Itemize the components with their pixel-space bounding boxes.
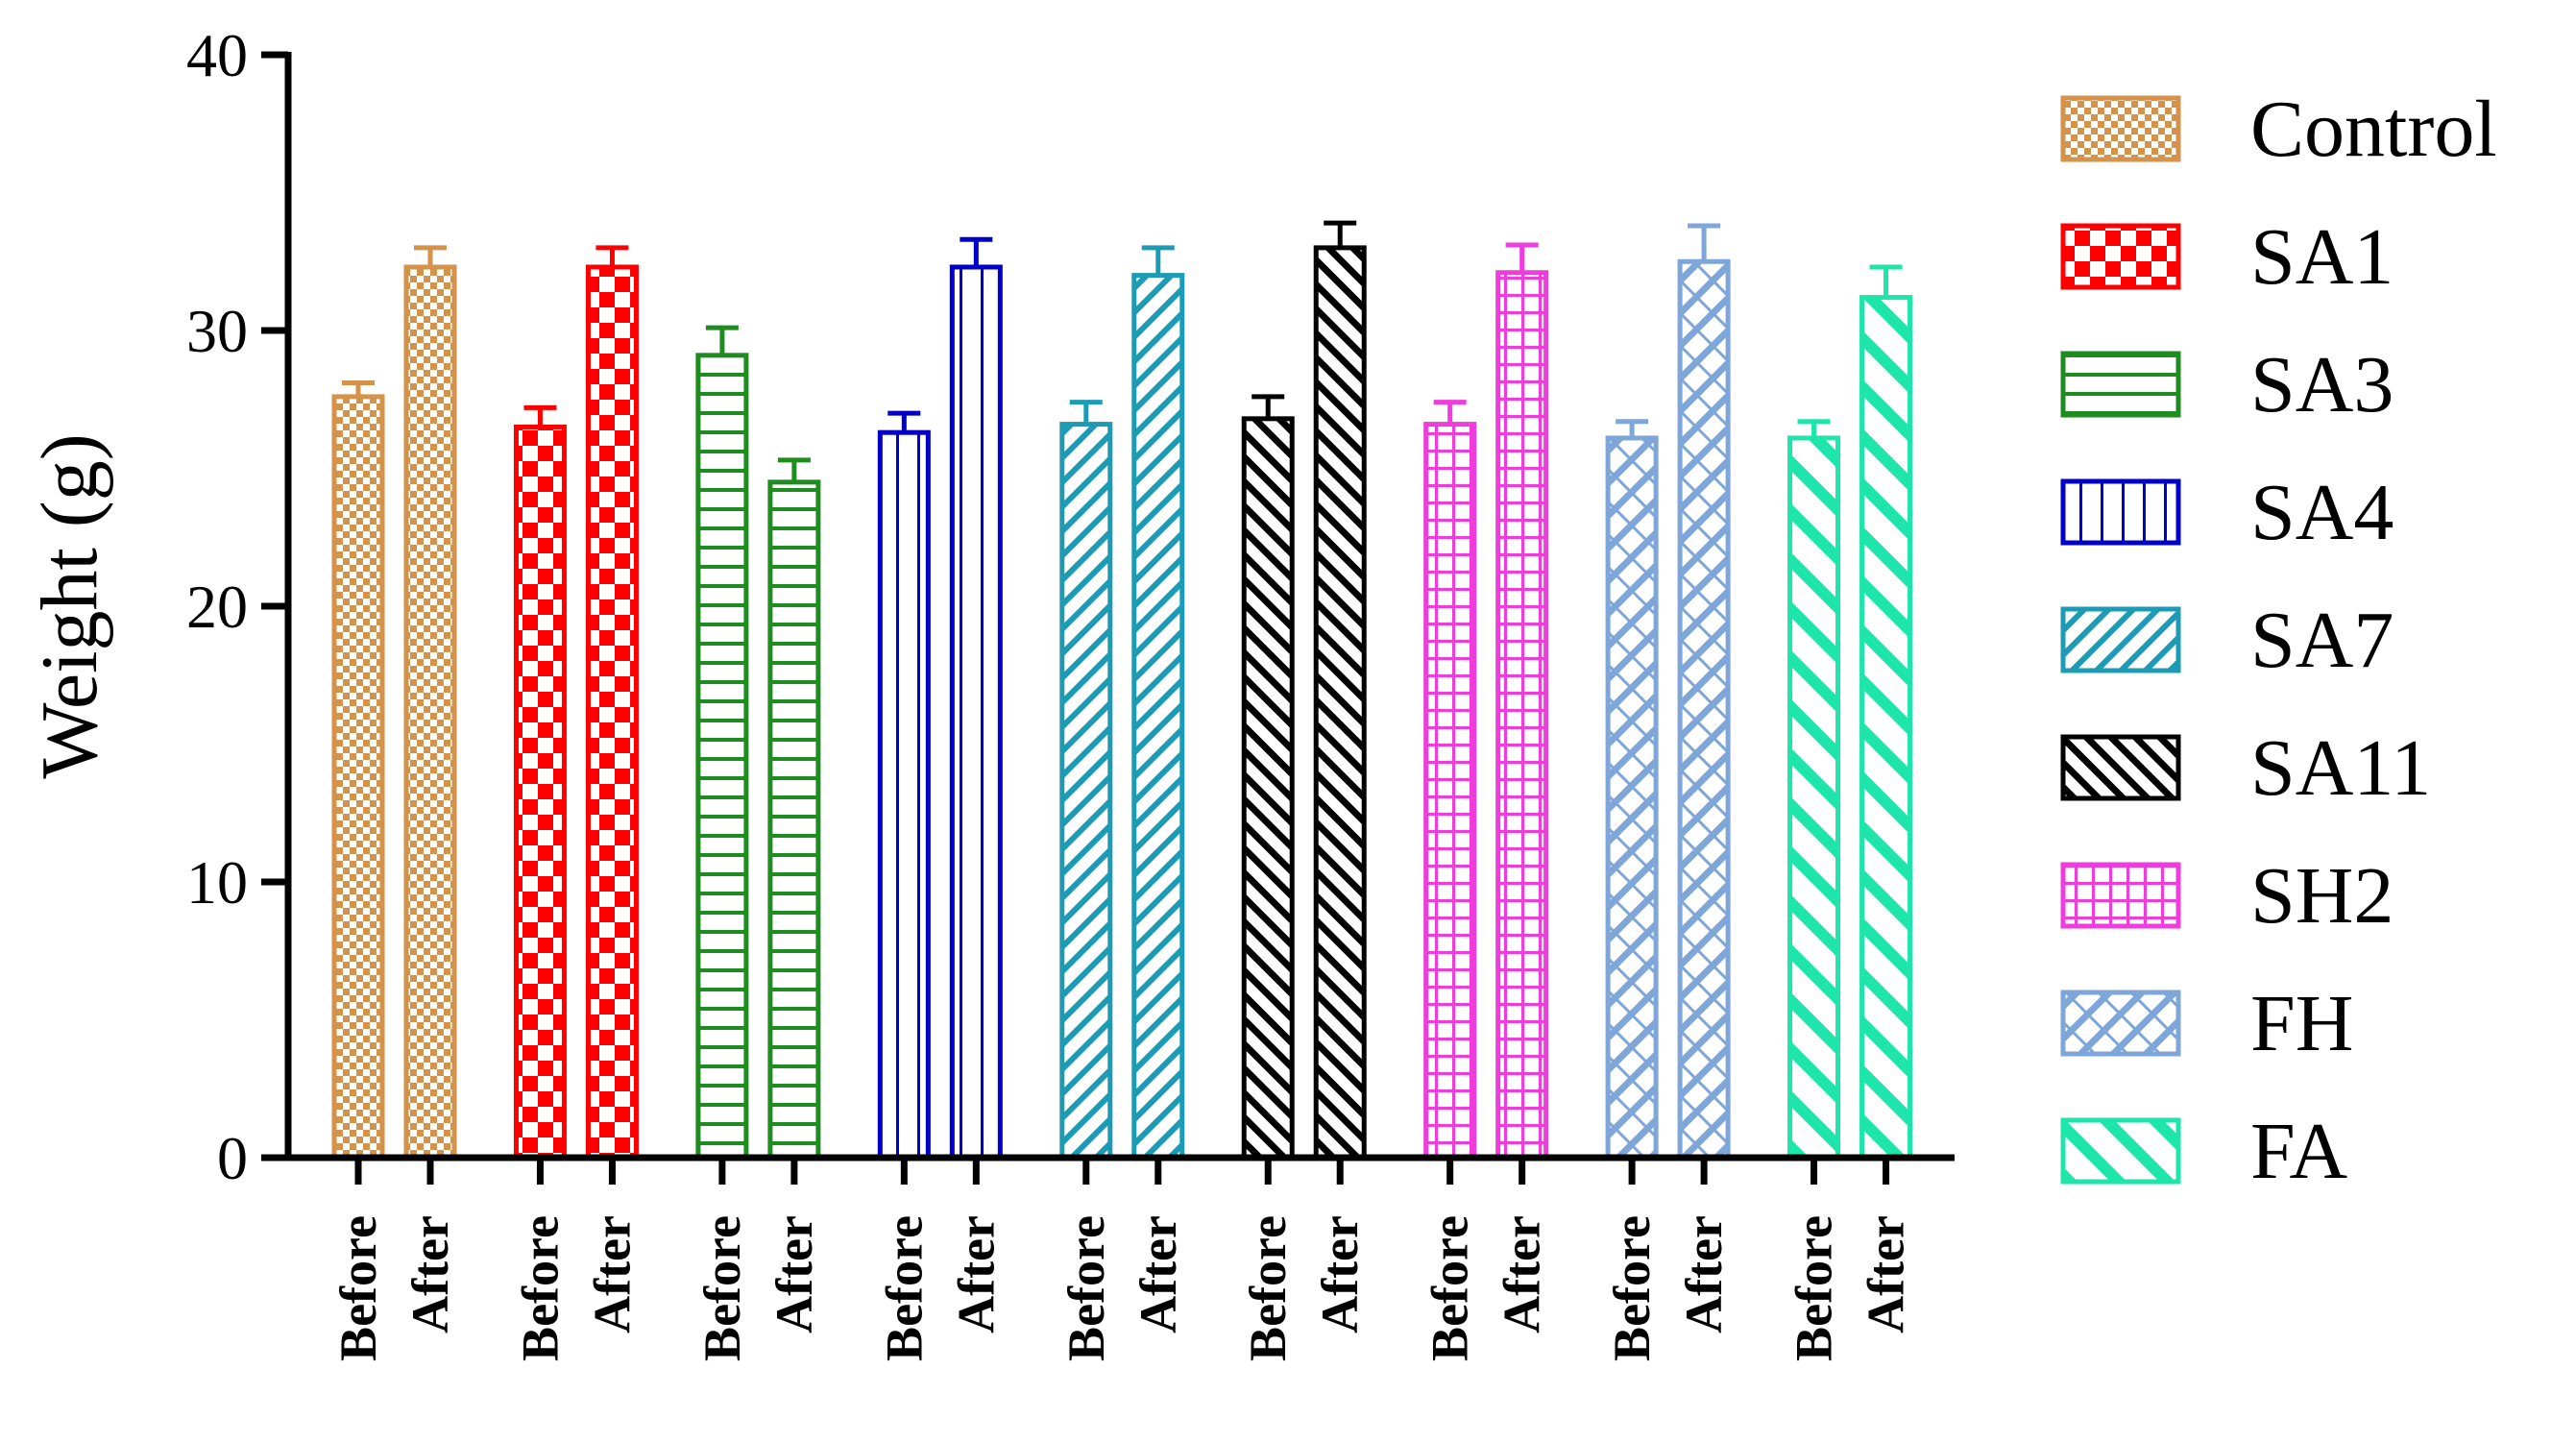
x-tick-label: Before [693, 1215, 751, 1361]
x-tick-label: After [766, 1215, 823, 1333]
legend-swatch-sa11 [2060, 734, 2181, 801]
bar-fh-before [1605, 435, 1659, 1161]
x-tick-label: After [1130, 1215, 1187, 1333]
legend-label-control: Control [2250, 85, 2497, 174]
bar-control-after [403, 264, 457, 1161]
x-tick-label: After [1675, 1215, 1733, 1333]
legend-swatch-sa4 [2060, 478, 2181, 546]
bar-sa4-before [877, 429, 931, 1161]
legend-label-sa11: SA11 [2250, 723, 2431, 813]
x-tick-label: After [947, 1215, 1005, 1333]
x-tick-label: Before [875, 1215, 933, 1361]
bar-sa7-after [1131, 273, 1185, 1161]
bar-sa11-before [1241, 416, 1295, 1161]
bar-sa1-after [585, 264, 639, 1161]
y-axis-title: Weight (g) [25, 433, 114, 778]
legend: Control SA1 SA3 SA4 SA7 SA11 SH2 FH FA [2060, 85, 2497, 1196]
legend-label-fa: FA [2250, 1107, 2347, 1196]
y-tick-label: 30 [186, 297, 248, 365]
legend-label-sa3: SA3 [2250, 340, 2394, 429]
bar-control-before [331, 394, 385, 1161]
legend-swatch-control [2060, 95, 2181, 162]
y-tick-label: 0 [217, 1124, 248, 1192]
x-tick-label: After [1858, 1215, 1915, 1333]
bar-sa3-before [695, 353, 749, 1161]
legend-label-sh2: SH2 [2250, 851, 2394, 941]
bar-sa11-after [1313, 245, 1367, 1161]
x-tick-label: After [401, 1215, 459, 1333]
x-tick-label: Before [1422, 1215, 1479, 1361]
x-tick-label: Before [1057, 1215, 1115, 1361]
bar-fh-after [1677, 258, 1731, 1161]
x-tick-label: After [583, 1215, 641, 1333]
bar-sh2-before [1423, 422, 1477, 1161]
x-tick-label: Before [1239, 1215, 1297, 1361]
legend-label-sa1: SA1 [2250, 212, 2394, 302]
bar-sa3-after [767, 479, 821, 1161]
y-tick-label: 40 [186, 21, 248, 89]
bar-fa-after [1859, 295, 1913, 1161]
legend-swatch-sa7 [2060, 606, 2181, 673]
legend-swatch-fh [2060, 990, 2181, 1057]
legend-swatch-sa3 [2060, 351, 2181, 418]
x-tick-label: After [1311, 1215, 1369, 1333]
bar-sa7-before [1059, 422, 1113, 1161]
y-tick-label: 10 [186, 848, 248, 917]
x-tick-label: Before [1603, 1215, 1661, 1361]
x-tick-label: Before [511, 1215, 569, 1361]
bar-sa4-after [949, 264, 1003, 1161]
legend-label-sa4: SA4 [2250, 468, 2394, 557]
bar-sa1-before [513, 424, 567, 1161]
x-tick-label: Before [1786, 1215, 1843, 1361]
bar-fa-before [1787, 435, 1841, 1161]
legend-swatch-sa1 [2060, 223, 2181, 290]
x-tick-label: Before [329, 1215, 387, 1361]
legend-label-fh: FH [2250, 979, 2353, 1068]
legend-swatch-sh2 [2060, 862, 2181, 929]
legend-label-sa7: SA7 [2250, 596, 2394, 685]
x-tick-label: After [1494, 1215, 1551, 1333]
y-tick-label: 20 [186, 573, 248, 641]
legend-swatch-fa [2060, 1117, 2181, 1185]
bar-sh2-after [1495, 270, 1549, 1161]
